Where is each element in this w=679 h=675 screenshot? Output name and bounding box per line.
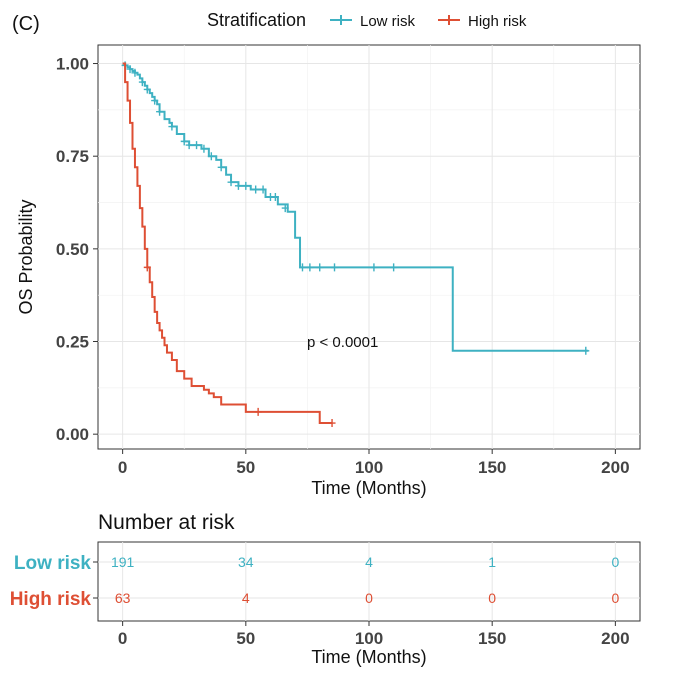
- risk-table-x-tick-label: 50: [236, 629, 255, 648]
- risk-count-low-risk: 4: [365, 554, 373, 570]
- km-plot: 0 50 100 150 200 0.00 0.25 0.50 0.75 1.00 Time (…: [16, 44, 641, 498]
- risk-table: Number at risk 191 34 4 1 0 63 4 0 0 0 Low risk Hi…: [10, 511, 641, 667]
- km-x-tick-label: 100: [355, 458, 383, 477]
- censor-mark-low-risk: [316, 263, 324, 272]
- censor-mark-low-risk: [131, 68, 139, 77]
- censor-mark-low-risk: [143, 85, 151, 94]
- risk-table-cells: 191 34 4 1 0 63 4 0 0 0: [111, 554, 620, 606]
- censor-mark-low-risk: [281, 204, 289, 213]
- p-value-annotation: p < 0.0001: [307, 334, 378, 351]
- censor-mark-low-risk: [298, 263, 306, 272]
- km-y-tick-label: 1.00: [56, 55, 89, 74]
- censor-mark-low-risk: [185, 141, 193, 150]
- km-y-axis-title: OS Probability: [16, 199, 36, 314]
- censor-mark-low-risk: [252, 185, 260, 194]
- risk-count-high-risk: 0: [488, 590, 496, 606]
- censor-mark-low-risk: [217, 163, 225, 172]
- km-curve-high-risk: [122, 62, 333, 425]
- censor-mark-low-risk: [193, 141, 201, 150]
- censor-mark-low-risk: [259, 185, 267, 194]
- risk-table-x-axis: 0 50 100 150 200: [118, 621, 630, 648]
- km-x-tick-label: 150: [478, 458, 506, 477]
- censor-mark-low-risk: [200, 144, 208, 153]
- risk-table-row-labels: Low risk High risk: [10, 553, 98, 610]
- km-curves: [121, 61, 590, 428]
- censor-mark-low-risk: [242, 181, 250, 190]
- risk-count-low-risk: 0: [611, 554, 619, 570]
- censor-mark-high-risk: [328, 419, 336, 428]
- km-x-axis: 0 50 100 150 200: [118, 449, 630, 477]
- censor-mark-low-risk: [582, 346, 590, 355]
- legend-entry-high-risk: High risk: [438, 13, 527, 30]
- risk-row-label-low-risk: Low risk: [14, 553, 92, 574]
- censor-mark-low-risk: [306, 263, 314, 272]
- censor-mark-low-risk: [180, 137, 188, 146]
- legend-entry-low-risk: Low risk: [330, 13, 416, 30]
- risk-count-high-risk: 4: [242, 590, 250, 606]
- panel-label: (C): [12, 13, 40, 35]
- risk-table-x-tick-label: 0: [118, 629, 127, 648]
- km-x-tick-label: 200: [601, 458, 629, 477]
- censor-mark-high-risk: [143, 263, 151, 272]
- km-y-tick-label: 0.50: [56, 240, 89, 259]
- censor-mark-low-risk: [331, 263, 339, 272]
- legend-title: Stratification: [207, 10, 306, 30]
- risk-table-x-tick-label: 100: [355, 629, 383, 648]
- censor-mark-low-risk: [227, 178, 235, 187]
- legend: Stratification Low risk High risk: [207, 10, 527, 30]
- censor-mark-low-risk: [156, 107, 164, 116]
- km-y-tick-label: 0.00: [56, 425, 89, 444]
- censor-mark-high-risk: [254, 407, 262, 416]
- km-x-tick-label: 50: [236, 458, 255, 477]
- km-grid: [98, 45, 640, 449]
- censor-mark-low-risk: [126, 65, 134, 74]
- risk-table-title: Number at risk: [98, 511, 235, 534]
- censor-mark-low-risk: [168, 122, 176, 131]
- censor-mark-low-risk: [234, 181, 242, 190]
- km-y-tick-label: 0.75: [56, 147, 89, 166]
- risk-table-grid: [98, 542, 640, 621]
- censor-mark-low-risk: [207, 152, 215, 161]
- risk-count-low-risk: 34: [238, 554, 254, 570]
- censor-mark-low-risk: [151, 96, 159, 105]
- risk-table-x-tick-label: 150: [478, 629, 506, 648]
- risk-count-low-risk: 1: [488, 554, 496, 570]
- censor-mark-low-risk: [370, 263, 378, 272]
- risk-table-x-axis-title: Time (Months): [311, 647, 426, 667]
- km-x-tick-label: 0: [118, 458, 127, 477]
- risk-row-label-high-risk: High risk: [10, 589, 92, 610]
- km-y-tick-label: 0.25: [56, 333, 89, 352]
- risk-count-high-risk: 0: [611, 590, 619, 606]
- km-y-axis: 0.00 0.25 0.50 0.75 1.00: [56, 55, 98, 444]
- risk-count-high-risk: 63: [115, 590, 131, 606]
- km-x-axis-title: Time (Months): [311, 478, 426, 498]
- risk-count-low-risk: 191: [111, 554, 135, 570]
- censor-mark-low-risk: [390, 263, 398, 272]
- risk-table-x-tick-label: 200: [601, 629, 629, 648]
- censor-mark-low-risk: [138, 78, 146, 87]
- legend-high-risk-label: High risk: [468, 13, 527, 30]
- censor-mark-low-risk: [271, 192, 279, 201]
- legend-low-risk-label: Low risk: [360, 13, 416, 30]
- risk-count-high-risk: 0: [365, 590, 373, 606]
